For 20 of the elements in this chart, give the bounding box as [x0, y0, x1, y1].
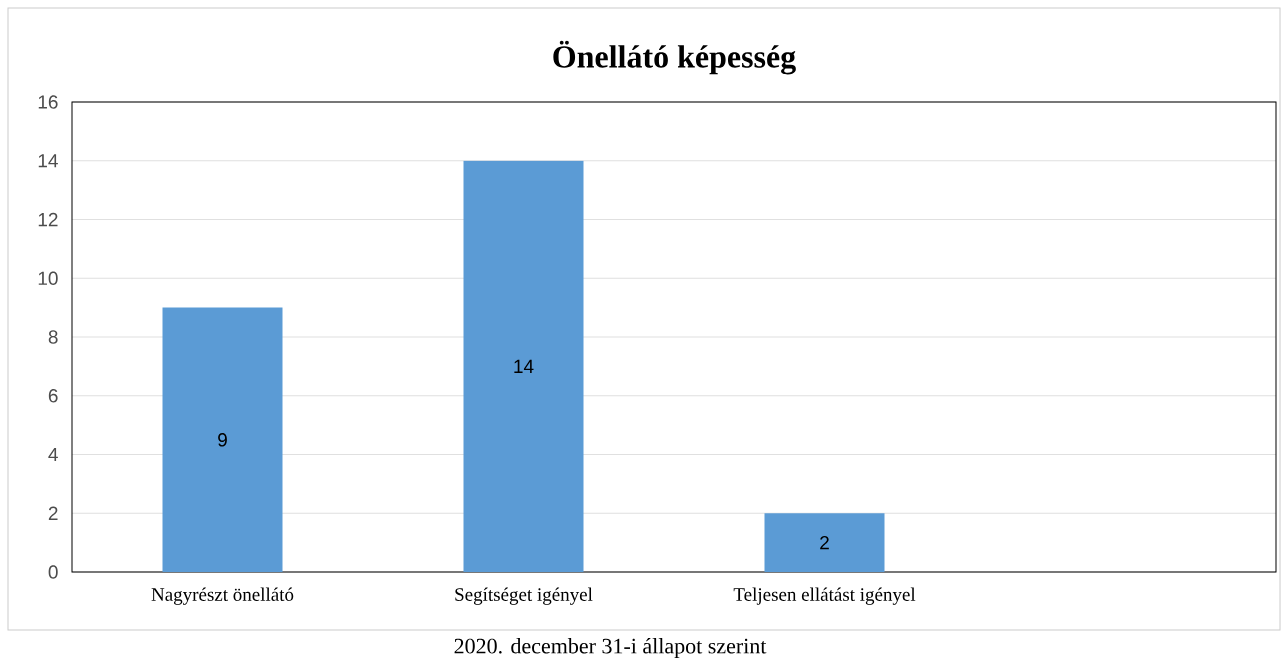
y-tick-label: 4	[48, 447, 58, 462]
data-label: 2	[820, 535, 829, 550]
x-tick-label: Segítséget igényel	[455, 587, 593, 605]
x-tick-label: Teljesen ellátást igényel	[733, 587, 916, 605]
bar	[162, 307, 283, 572]
text: 2020. december 31-i állapot szerint	[454, 638, 767, 658]
x-tick-label: Nagyrészt önellátó	[151, 587, 294, 605]
y-tick-label: 8	[48, 330, 58, 344]
bar	[764, 513, 885, 572]
bar	[463, 160, 584, 572]
y-tick-label: 16	[38, 95, 58, 109]
y-tick-label: 6	[48, 389, 58, 403]
y-tick-label: 14	[38, 154, 58, 168]
y-tick-label: 12	[38, 212, 58, 227]
y-tick-label: 0	[48, 565, 58, 579]
data-label: 14	[514, 359, 534, 373]
y-tick-label: 2	[48, 506, 58, 520]
data-label: 9	[218, 433, 227, 447]
y-tick-label: 10	[38, 271, 58, 285]
chart-title: Önellátó képesség	[553, 40, 796, 75]
